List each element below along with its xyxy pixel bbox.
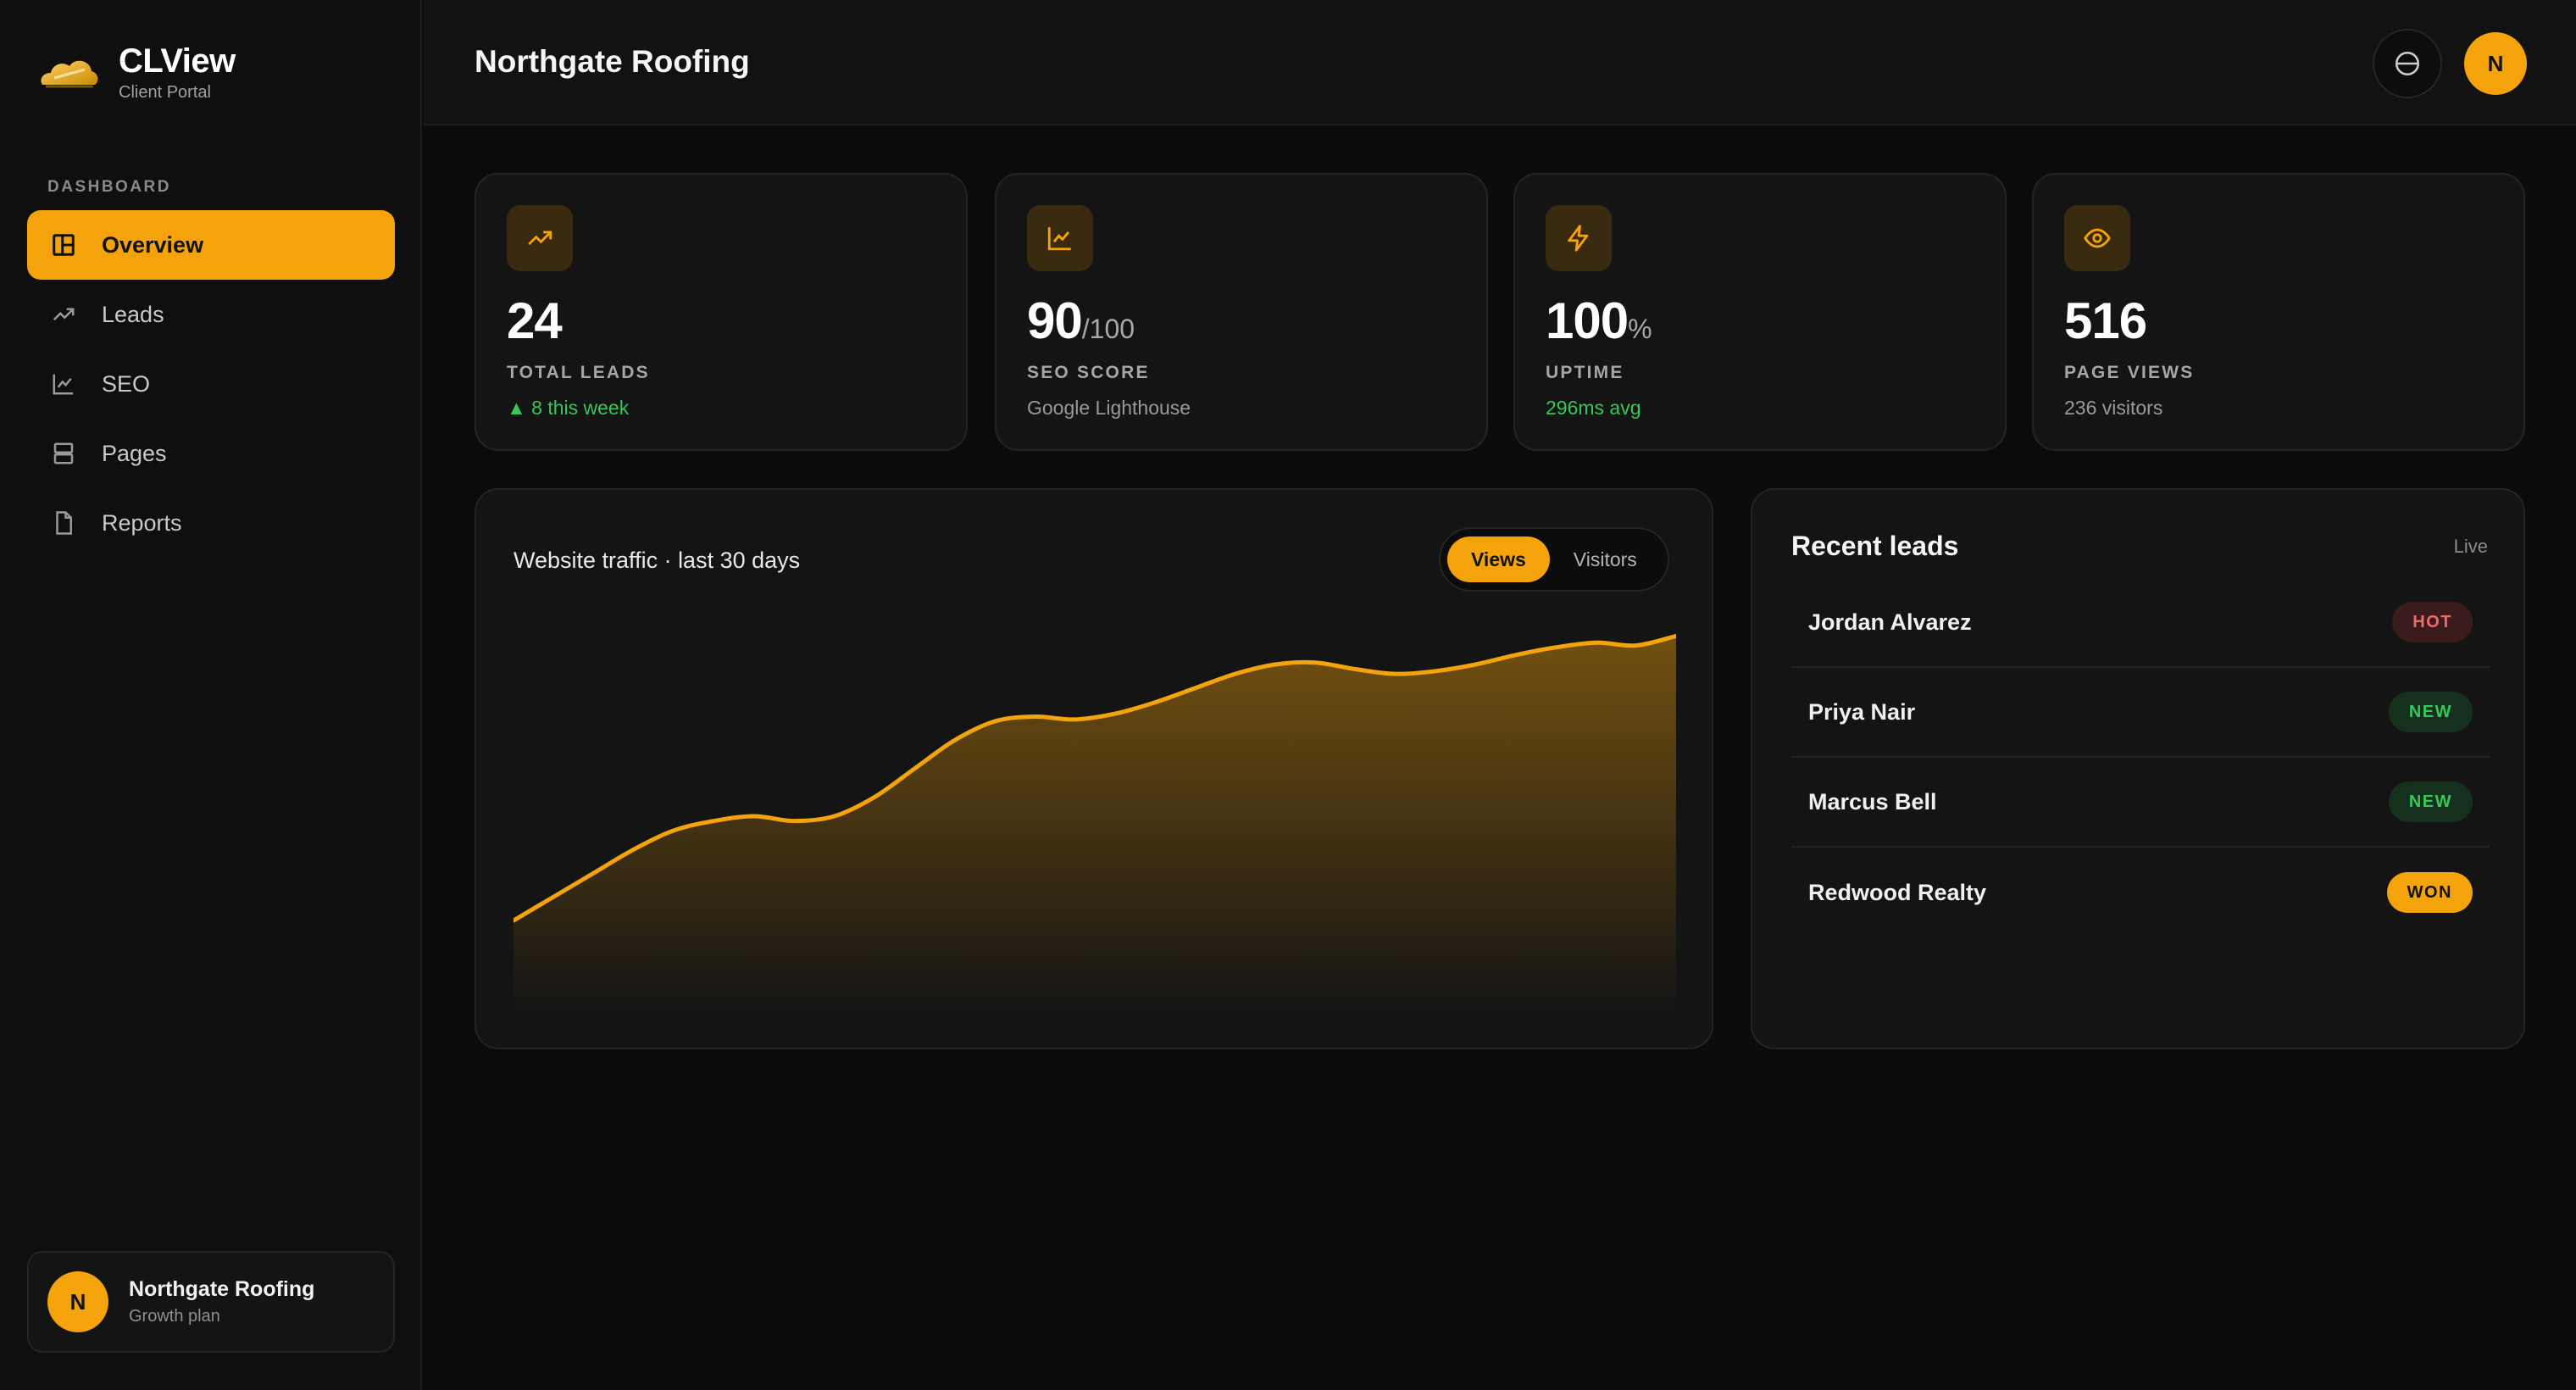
pages-icon (49, 439, 78, 468)
status-badge: HOT (2392, 602, 2473, 642)
visitors-toggle-button[interactable]: Visitors (1573, 548, 1637, 570)
sidebar-item-pages[interactable]: Pages (27, 419, 395, 488)
theme-toggle-button[interactable] (2373, 29, 2442, 98)
eye-icon (2064, 205, 2130, 271)
chart-area-fill (514, 636, 1676, 1015)
sidebar-item-label: SEO (102, 370, 151, 397)
sidebar-item-reports[interactable]: Reports (27, 488, 395, 558)
stat-value: 24 (507, 292, 563, 349)
sidebar-item-label: Reports (102, 509, 182, 536)
sidebar-item-leads[interactable]: Leads (27, 280, 395, 349)
lead-name: Redwood Realty (1808, 879, 1987, 905)
account-plan: Growth plan (129, 1307, 220, 1326)
dashboard-icon (49, 231, 78, 259)
traffic-chart-card: Website traffic · last 30 days Views Vis… (475, 488, 1713, 1049)
avatar: N (47, 1271, 108, 1332)
stat-card-seo-score: 90/100 SEO SCORE Google Lighthouse (995, 173, 1488, 451)
trending-icon (507, 205, 573, 271)
stat-label: PAGE VIEWS (2064, 363, 2195, 382)
stat-card-total-leads: 24 TOTAL LEADS ▲ 8 this week (475, 173, 968, 451)
trending-icon (49, 300, 78, 329)
lead-row[interactable]: Marcus Bell NEW (1791, 758, 2490, 848)
brand-subtitle: Client Portal (119, 83, 211, 102)
recent-leads-card: Recent leads Live Jordan Alvarez HOT Pri… (1751, 488, 2525, 1049)
stat-label: TOTAL LEADS (507, 363, 650, 382)
stat-value: 100% (1546, 292, 1652, 349)
live-indicator: Live (2453, 536, 2488, 557)
status-badge: NEW (2388, 692, 2473, 732)
sidebar-nav: Overview Leads SEO Page (27, 210, 395, 558)
stat-sub: Google Lighthouse (1027, 397, 1191, 419)
stat-card-uptime: 100% UPTIME 296ms avg (1513, 173, 2007, 451)
sidebar-item-overview[interactable]: Overview (27, 210, 395, 280)
stat-sub: 296ms avg (1546, 397, 1641, 419)
stat-sub: 236 visitors (2064, 397, 2163, 419)
leads-title: Recent leads (1791, 531, 1959, 561)
line-chart-icon (49, 370, 78, 398)
cloud-logo-icon (41, 60, 98, 87)
lead-row[interactable]: Jordan Alvarez HOT (1791, 578, 2490, 668)
views-toggle-button[interactable]: Views (1447, 537, 1550, 582)
lead-name: Jordan Alvarez (1808, 609, 1972, 635)
status-badge: WON (2386, 872, 2473, 913)
brand[interactable]: CLView Client Portal (37, 42, 236, 103)
status-badge: NEW (2388, 781, 2473, 822)
traffic-chart (514, 633, 1676, 1015)
sidebar-item-seo[interactable]: SEO (27, 349, 395, 419)
sidebar: CLView Client Portal DASHBOARD Overview … (0, 0, 422, 1390)
page-title: Northgate Roofing (475, 44, 750, 79)
stat-sub: ▲ 8 this week (507, 397, 630, 419)
chart-title: Website traffic · last 30 days (514, 548, 801, 573)
user-avatar[interactable]: N (2464, 32, 2527, 95)
lead-list: Jordan Alvarez HOT Priya Nair NEW Marcus… (1791, 578, 2490, 937)
document-icon (49, 509, 78, 537)
stat-value: 516 (2064, 292, 2147, 349)
account-name: Northgate Roofing (129, 1277, 315, 1301)
nav-section-label: DASHBOARD (47, 178, 171, 196)
header: Northgate Roofing N (424, 0, 2576, 125)
sidebar-item-label: Leads (102, 301, 164, 327)
sidebar-item-label: Pages (102, 440, 167, 466)
theme-icon (2395, 51, 2420, 76)
stat-label: UPTIME (1546, 363, 1624, 382)
stat-value: 90/100 (1027, 292, 1135, 349)
account-card[interactable]: N Northgate Roofing Growth plan (27, 1251, 395, 1353)
chart-metric-toggle: Views Visitors (1439, 527, 1669, 592)
lead-row[interactable]: Redwood Realty WON (1791, 848, 2490, 937)
stat-card-page-views: 516 PAGE VIEWS 236 visitors (2032, 173, 2525, 451)
chart-series-line (514, 633, 1676, 923)
lead-name: Priya Nair (1808, 698, 1916, 725)
sidebar-item-label: Overview (102, 231, 204, 258)
lead-row[interactable]: Priya Nair NEW (1791, 668, 2490, 758)
bolt-icon (1546, 205, 1612, 271)
line-chart-icon (1027, 205, 1093, 271)
lead-name: Marcus Bell (1808, 788, 1937, 815)
brand-name: CLView (119, 42, 236, 80)
stat-label: SEO SCORE (1027, 363, 1150, 382)
